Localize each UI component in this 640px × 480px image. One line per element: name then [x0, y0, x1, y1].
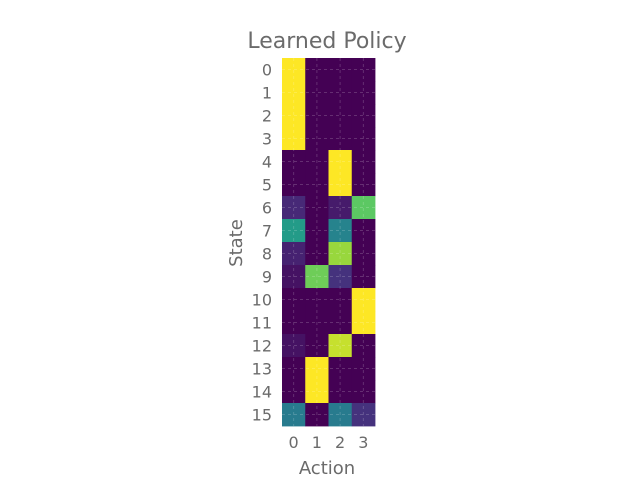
y-axis-label: State	[226, 219, 247, 267]
heatmap-cell	[351, 380, 376, 404]
heatmap-cell	[282, 127, 306, 151]
heatmap-cell	[282, 311, 306, 335]
heatmap-cell	[305, 196, 329, 220]
heatmap-cell	[305, 334, 329, 358]
heatmap-cell	[305, 380, 329, 404]
y-tick-label: 5	[262, 176, 272, 195]
heatmap-cell	[305, 104, 329, 128]
heatmap-cell	[305, 219, 329, 243]
heatmap-cell	[282, 265, 306, 289]
x-axis-label: Action	[299, 458, 355, 479]
heatmap-cell	[282, 81, 306, 105]
heatmap-cell	[351, 288, 376, 312]
heatmap-cell	[328, 127, 353, 151]
heatmap-cell	[305, 311, 329, 335]
heatmap-cell	[305, 81, 329, 105]
heatmap-cell	[328, 357, 353, 381]
heatmap-cell	[328, 242, 353, 266]
heatmap-cell	[351, 173, 376, 197]
heatmap-grid	[282, 58, 375, 426]
heatmap-cell	[282, 334, 306, 358]
y-tick-label: 15	[252, 406, 272, 425]
heatmap-cell	[328, 311, 353, 335]
heatmap-cell	[305, 58, 329, 82]
y-tick-label: 10	[252, 291, 272, 310]
heatmap-cell	[351, 334, 376, 358]
heatmap-cell	[282, 357, 306, 381]
x-tick-label: 1	[312, 433, 322, 452]
heatmap-cell	[351, 127, 376, 151]
heatmap-cell	[351, 265, 376, 289]
heatmap-cell	[305, 242, 329, 266]
heatmap-cell	[328, 219, 353, 243]
heatmap-cell	[328, 150, 353, 174]
heatmap-cell	[351, 58, 376, 82]
y-tick-label: 6	[262, 199, 272, 218]
heatmap-cell	[282, 288, 306, 312]
y-tick-label: 4	[262, 153, 272, 172]
heatmap-cell	[328, 196, 353, 220]
heatmap-cell	[282, 219, 306, 243]
y-tick-label: 3	[262, 130, 272, 149]
heatmap-cell	[351, 311, 376, 335]
y-tick-label: 1	[262, 84, 272, 103]
heatmap-cell	[305, 173, 329, 197]
heatmap-cell	[328, 81, 353, 105]
heatmap-cell	[305, 265, 329, 289]
heatmap-cell	[328, 173, 353, 197]
heatmap-cell	[328, 58, 353, 82]
y-tick-label: 11	[252, 314, 272, 333]
heatmap-cell	[282, 380, 306, 404]
heatmap-cell	[282, 196, 306, 220]
heatmap-cell	[282, 173, 306, 197]
heatmap-cell	[351, 196, 376, 220]
heatmap-cell	[351, 81, 376, 105]
heatmap-cell	[305, 357, 329, 381]
x-tick-label: 0	[289, 433, 299, 452]
heatmap-cells	[282, 58, 376, 427]
heatmap-cell	[282, 104, 306, 128]
heatmap-cell	[351, 219, 376, 243]
heatmap-cell	[351, 150, 376, 174]
heatmap-cell	[351, 403, 376, 427]
heatmap-cell	[351, 242, 376, 266]
heatmap-cell	[328, 380, 353, 404]
heatmap-cell	[351, 104, 376, 128]
heatmap-cell	[305, 288, 329, 312]
heatmap-cell	[282, 242, 306, 266]
y-tick-label: 9	[262, 268, 272, 287]
y-tick-label: 7	[262, 222, 272, 241]
heatmap-cell	[328, 104, 353, 128]
y-tick-label: 14	[252, 383, 272, 402]
heatmap-cell	[328, 403, 353, 427]
x-tick-label: 3	[358, 433, 368, 452]
y-tick-label: 12	[252, 337, 272, 356]
heatmap-cell	[328, 288, 353, 312]
heatmap-cell	[305, 150, 329, 174]
chart-title: Learned Policy	[247, 29, 406, 54]
x-tick-label: 2	[335, 433, 345, 452]
heatmap-cell	[328, 265, 353, 289]
heatmap-cell	[305, 403, 329, 427]
heatmap-cell	[305, 127, 329, 151]
heatmap-cell	[282, 58, 306, 82]
heatmap-cell	[282, 403, 306, 427]
y-tick-label: 8	[262, 245, 272, 264]
heatmap-cell	[282, 150, 306, 174]
heatmap-cell	[328, 334, 353, 358]
heatmap-cell	[351, 357, 376, 381]
y-tick-label: 0	[262, 61, 272, 80]
y-tick-label: 13	[252, 360, 272, 379]
y-tick-label: 2	[262, 107, 272, 126]
